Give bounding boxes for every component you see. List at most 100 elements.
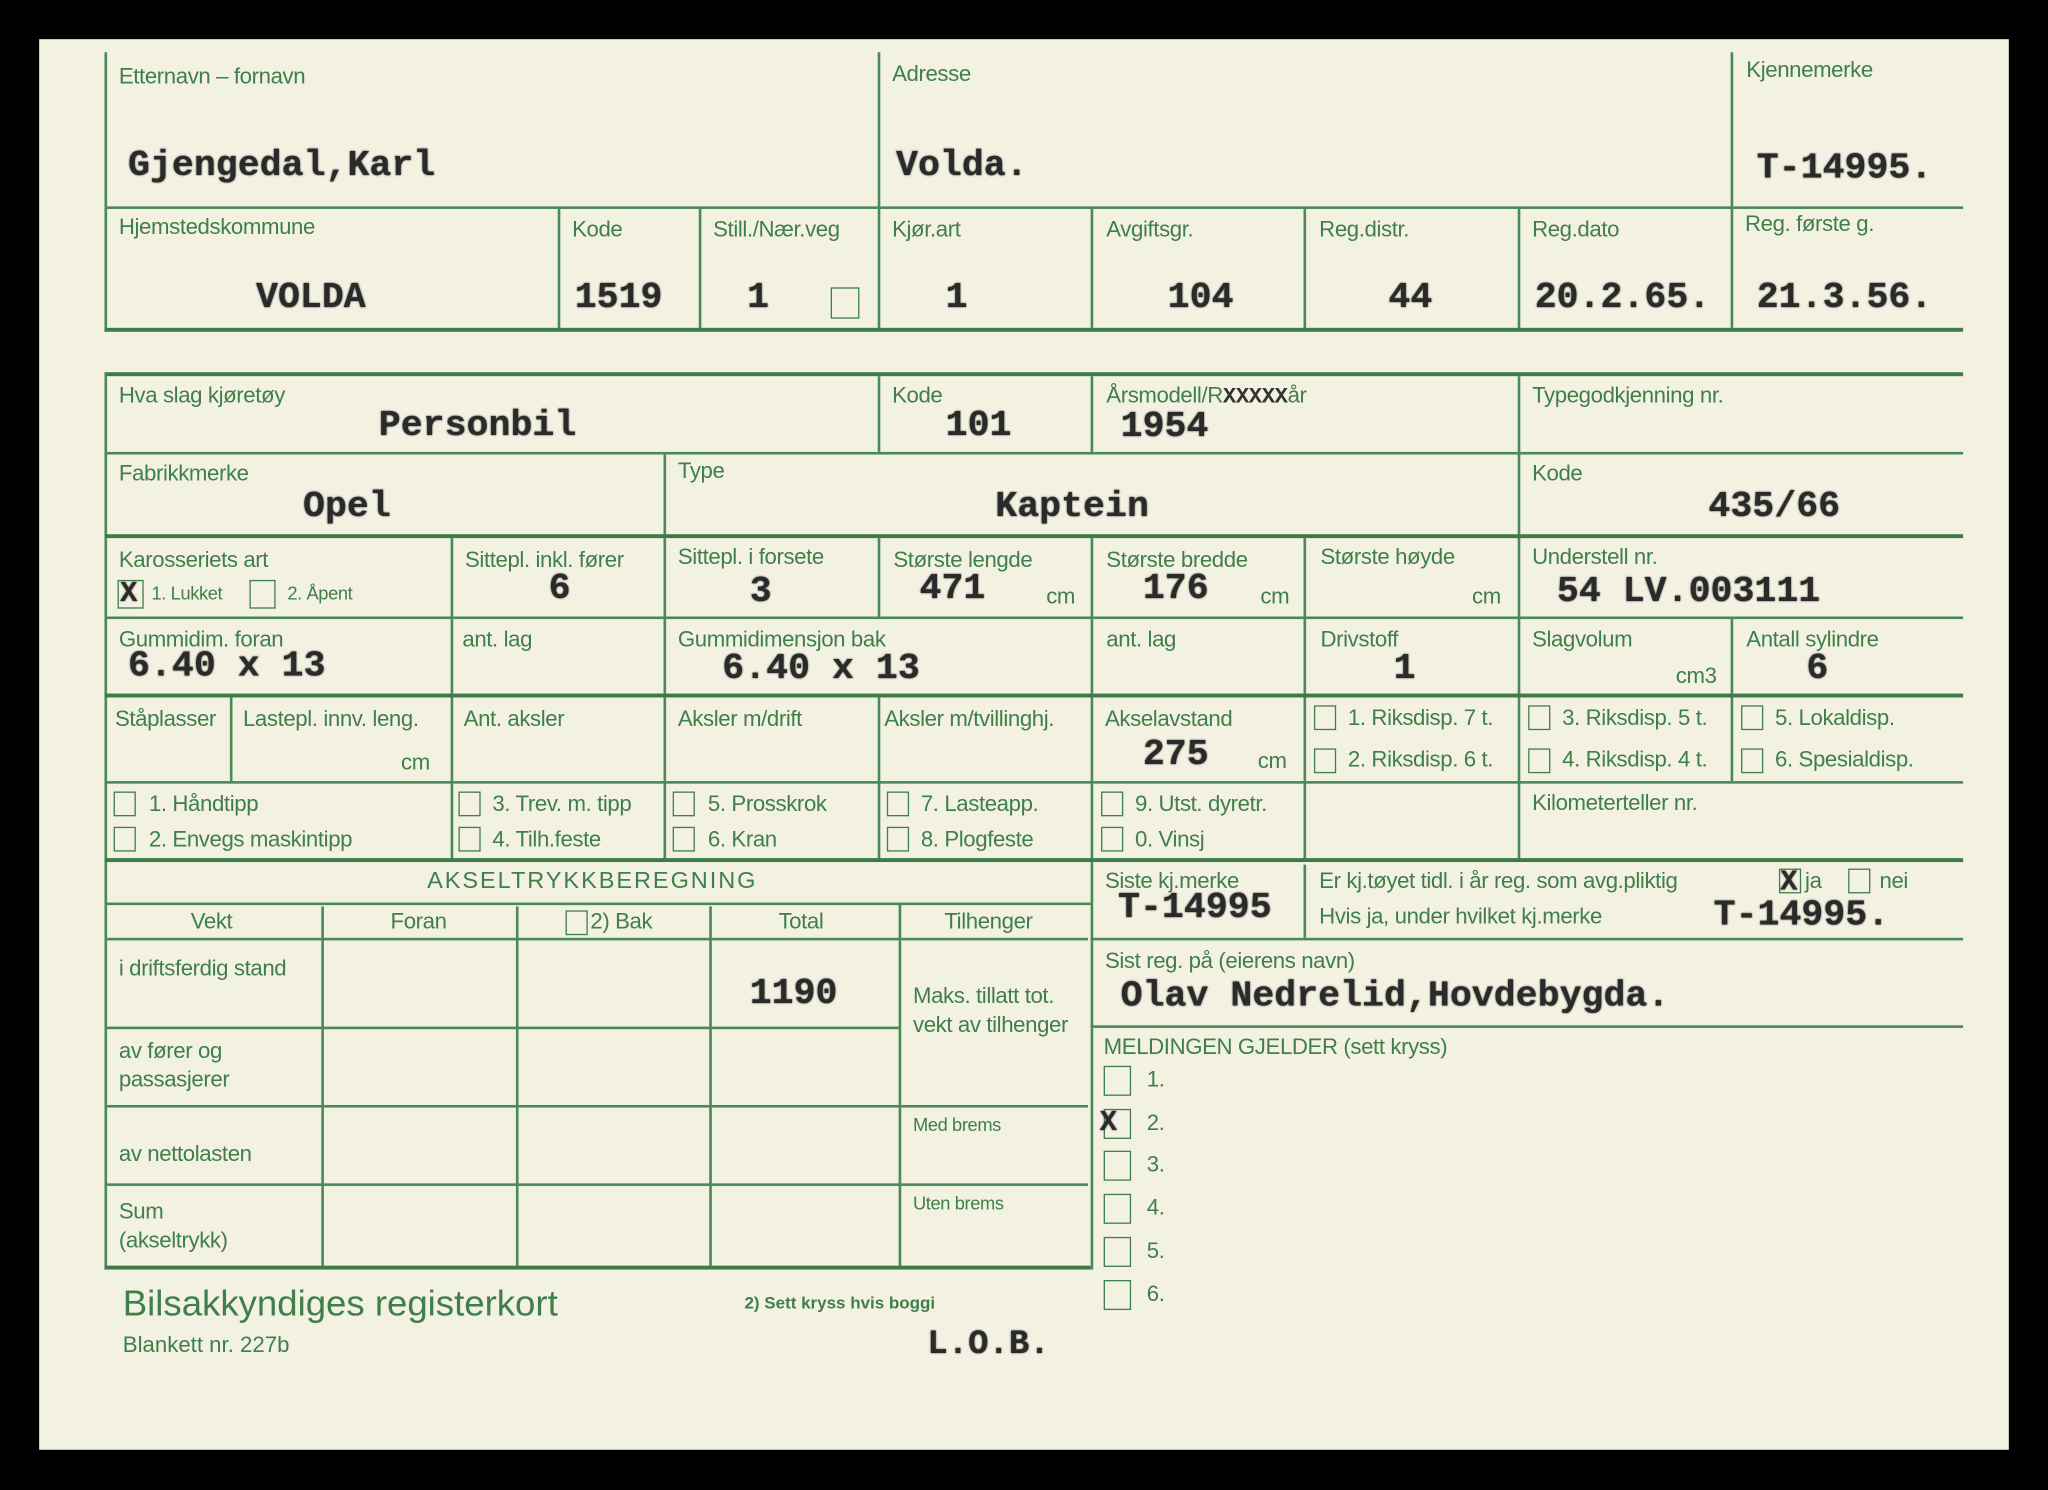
cylinders-label: Antall sylindre xyxy=(1746,626,1879,652)
length-label: Største lengde xyxy=(893,547,1033,573)
year-label-overstrike: XXXXX xyxy=(1222,385,1288,411)
equip-9-checkbox[interactable] xyxy=(1101,791,1124,817)
message-1-checkbox[interactable] xyxy=(1103,1065,1132,1096)
tire-rear-value[interactable]: 6.40 x 13 xyxy=(722,649,920,690)
width-unit: cm xyxy=(1260,583,1290,609)
disp-1-checkbox[interactable] xyxy=(1313,705,1337,731)
wheelbase-unit: cm xyxy=(1257,748,1287,774)
seats-label: Sittepl. inkl. fører xyxy=(464,547,624,573)
equip-3-checkbox[interactable] xyxy=(458,791,481,817)
message-5-label: 5. xyxy=(1146,1238,1165,1264)
equip-0-checkbox[interactable] xyxy=(1101,826,1124,852)
width-value[interactable]: 176 xyxy=(1142,569,1209,610)
row-sum-label: Sum (akseltrykk) xyxy=(118,1199,228,1253)
message-4-checkbox[interactable] xyxy=(1103,1193,1132,1224)
fuel-value[interactable]: 1 xyxy=(1393,649,1416,690)
card-title: Bilsakkyndiges registerkort xyxy=(122,1282,558,1324)
disp-2-checkbox[interactable] xyxy=(1313,748,1337,774)
equip-7-checkbox[interactable] xyxy=(886,791,910,817)
plate-value[interactable]: T-14995. xyxy=(1756,148,1933,190)
total-driftsferdig-value[interactable]: 1190 xyxy=(749,974,838,1015)
regforste-label: Reg. første g. xyxy=(1744,211,1874,237)
disp-5-checkbox[interactable] xyxy=(1741,705,1764,731)
equip-0-label: 0. Vinsj xyxy=(1135,826,1205,852)
equip-8-label: 8. Plogfeste xyxy=(920,826,1034,852)
kjorart-label: Kjør.art xyxy=(892,216,961,242)
name-label: Etternavn – fornavn xyxy=(118,63,306,89)
type-value[interactable]: Kaptein xyxy=(995,487,1149,528)
front-layers-label: ant. lag xyxy=(462,626,533,652)
equip-2-checkbox[interactable] xyxy=(113,826,136,852)
body-label: Karosseriets art xyxy=(118,547,269,573)
disp-6-checkbox[interactable] xyxy=(1741,748,1764,774)
address-value[interactable]: Volda. xyxy=(895,146,1028,187)
equip-8-checkbox[interactable] xyxy=(886,826,910,852)
code-value[interactable]: 1519 xyxy=(574,278,663,319)
front-seats-value[interactable]: 3 xyxy=(749,572,772,613)
regdistr-value[interactable]: 44 xyxy=(1388,278,1433,319)
message-2-label: 2. xyxy=(1146,1110,1165,1136)
kind-code-label: Kode xyxy=(892,382,943,408)
which-plate-value[interactable]: T-14995. xyxy=(1713,895,1890,937)
last-plate-value[interactable]: T-14995 xyxy=(1118,888,1272,929)
boggi-checkbox[interactable] xyxy=(565,910,588,936)
boggi-note: 2) Sett kryss hvis boggi xyxy=(744,1293,936,1313)
tire-front-value[interactable]: 6.40 x 13 xyxy=(127,646,326,688)
equip-6-label: 6. Kran xyxy=(707,826,777,852)
equip-5-checkbox[interactable] xyxy=(672,791,695,817)
length-value[interactable]: 471 xyxy=(919,569,986,610)
axle-table-title: AKSELTRYKKBEREGNING xyxy=(427,867,758,894)
row-driftsferdig-label: i driftsferdig stand xyxy=(118,956,287,981)
plate-label: Kjennemerke xyxy=(1746,57,1873,83)
standing-label: Ståplasser xyxy=(114,706,216,732)
message-3-checkbox[interactable] xyxy=(1103,1150,1132,1181)
regdato-value[interactable]: 20.2.65. xyxy=(1534,278,1711,319)
chassis-value[interactable]: 54 LV.003111 xyxy=(1556,572,1821,613)
type-label: Type xyxy=(677,458,725,484)
body-open-checkbox[interactable] xyxy=(249,579,276,609)
year-label: Årsmodell/RXXXXXår xyxy=(1106,383,1307,411)
typegodkjenning-label: Typegodkjenning nr. xyxy=(1532,382,1724,408)
disp-3-label: 3. Riksdisp. 5 t. xyxy=(1562,705,1708,731)
cylinders-value[interactable]: 6 xyxy=(1806,649,1829,690)
kind-value[interactable]: Personbil xyxy=(378,406,577,447)
seats-value[interactable]: 6 xyxy=(548,569,571,610)
row-forer-label: av fører og passasjerer xyxy=(118,1038,230,1092)
equip-6-checkbox[interactable] xyxy=(672,826,695,852)
equip-3-label: 3. Trev. m. tipp xyxy=(492,791,632,817)
type-code-value[interactable]: 435/66 xyxy=(1708,487,1841,528)
disp-3-checkbox[interactable] xyxy=(1528,705,1551,731)
disp-2-label: 2. Riksdisp. 6 t. xyxy=(1347,747,1494,772)
avgift-value[interactable]: 104 xyxy=(1167,278,1234,319)
twin-axles-label: Aksler m/tvillinghj. xyxy=(884,706,1055,732)
type-code-label: Kode xyxy=(1532,461,1583,486)
make-value[interactable]: Opel xyxy=(303,487,391,528)
equip-2-label: 2. Envegs maskintipp xyxy=(148,826,353,852)
yes-checkbox[interactable]: X xyxy=(1778,868,1802,897)
equip-1-label: 1. Håndtipp xyxy=(148,791,259,817)
message-5-checkbox[interactable] xyxy=(1103,1236,1132,1267)
still-checkbox[interactable] xyxy=(830,287,860,319)
body-closed-checkbox[interactable]: X xyxy=(117,579,144,609)
message-2-checkbox[interactable]: X xyxy=(1100,1108,1132,1139)
disp-4-checkbox[interactable] xyxy=(1528,748,1551,774)
still-value[interactable]: 1 xyxy=(747,278,770,319)
municipality-value[interactable]: VOLDA xyxy=(255,278,366,319)
still-label: Still./Nær.veg xyxy=(713,216,840,242)
name-value[interactable]: Gjengedal,Karl xyxy=(127,146,436,187)
kjorart-value[interactable]: 1 xyxy=(945,278,968,319)
year-value[interactable]: 1954 xyxy=(1120,407,1209,448)
form-number: Blankett nr. 227b xyxy=(122,1332,290,1358)
regforste-value[interactable]: 21.3.56. xyxy=(1756,278,1933,319)
equip-5-label: 5. Prosskrok xyxy=(707,791,827,817)
disp-5-label: 5. Lokaldisp. xyxy=(1775,705,1895,731)
equip-4-checkbox[interactable] xyxy=(458,826,481,852)
wheelbase-value[interactable]: 275 xyxy=(1142,735,1209,776)
equip-1-checkbox[interactable] xyxy=(113,791,136,817)
kind-code-value[interactable]: 101 xyxy=(945,406,1012,447)
no-checkbox[interactable] xyxy=(1848,868,1871,894)
last-owner-value[interactable]: Olav Nedrelid,Hovdebygda. xyxy=(1120,976,1670,1018)
message-6-checkbox[interactable] xyxy=(1103,1279,1132,1311)
header-vekt: Vekt xyxy=(190,909,233,934)
